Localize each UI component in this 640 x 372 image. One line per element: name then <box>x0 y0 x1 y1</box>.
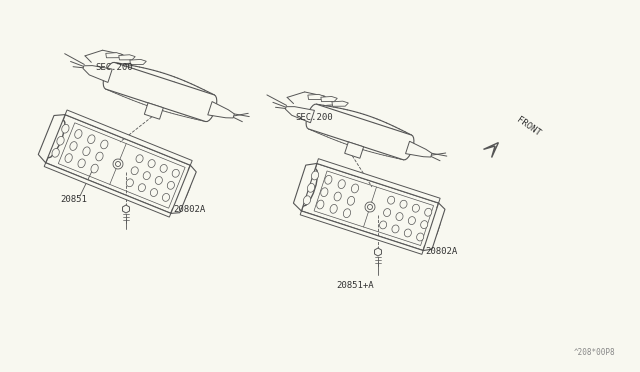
Polygon shape <box>406 141 432 157</box>
Polygon shape <box>38 115 65 163</box>
Ellipse shape <box>52 148 60 157</box>
Polygon shape <box>119 55 135 60</box>
Polygon shape <box>130 60 147 65</box>
Ellipse shape <box>136 155 143 163</box>
Ellipse shape <box>324 175 332 184</box>
Ellipse shape <box>88 135 95 144</box>
Ellipse shape <box>150 189 157 196</box>
Ellipse shape <box>307 183 315 192</box>
Ellipse shape <box>380 221 387 229</box>
Ellipse shape <box>96 152 103 161</box>
Ellipse shape <box>148 160 155 167</box>
Ellipse shape <box>317 200 324 209</box>
Polygon shape <box>45 115 191 214</box>
Ellipse shape <box>126 179 133 187</box>
Polygon shape <box>44 163 171 217</box>
Polygon shape <box>301 163 441 251</box>
Ellipse shape <box>412 204 419 212</box>
Ellipse shape <box>156 177 163 185</box>
Ellipse shape <box>396 213 403 221</box>
Polygon shape <box>106 53 122 58</box>
Ellipse shape <box>321 188 328 196</box>
Text: 20802A: 20802A <box>173 205 205 214</box>
Polygon shape <box>294 163 317 211</box>
Ellipse shape <box>57 137 64 145</box>
Ellipse shape <box>75 129 82 138</box>
Ellipse shape <box>392 225 399 233</box>
Ellipse shape <box>172 169 179 177</box>
Ellipse shape <box>417 233 424 241</box>
Ellipse shape <box>61 124 69 133</box>
Ellipse shape <box>91 164 99 173</box>
Ellipse shape <box>100 140 108 149</box>
Ellipse shape <box>160 164 167 172</box>
Polygon shape <box>332 101 348 106</box>
Ellipse shape <box>420 221 428 228</box>
Ellipse shape <box>365 202 375 212</box>
Text: 20851: 20851 <box>60 195 87 203</box>
Polygon shape <box>423 203 445 251</box>
Ellipse shape <box>70 142 77 150</box>
Ellipse shape <box>334 192 341 201</box>
Ellipse shape <box>400 200 407 208</box>
Ellipse shape <box>348 196 355 205</box>
Ellipse shape <box>163 193 170 201</box>
Polygon shape <box>308 94 324 99</box>
Ellipse shape <box>78 159 85 168</box>
Ellipse shape <box>338 180 346 189</box>
Ellipse shape <box>83 147 90 155</box>
Polygon shape <box>65 110 192 165</box>
Ellipse shape <box>113 159 123 169</box>
Polygon shape <box>208 102 234 118</box>
Polygon shape <box>171 165 196 214</box>
Ellipse shape <box>131 167 138 175</box>
Ellipse shape <box>367 205 372 209</box>
Polygon shape <box>317 159 440 203</box>
Ellipse shape <box>65 154 72 163</box>
Polygon shape <box>145 103 163 119</box>
Ellipse shape <box>408 217 415 225</box>
Ellipse shape <box>143 172 150 180</box>
Text: FRONT: FRONT <box>515 116 542 138</box>
Polygon shape <box>345 142 364 158</box>
Polygon shape <box>122 205 129 213</box>
Ellipse shape <box>330 205 337 213</box>
Ellipse shape <box>115 161 120 167</box>
Polygon shape <box>285 107 314 123</box>
Ellipse shape <box>312 171 319 180</box>
Text: 20802A: 20802A <box>425 247 457 257</box>
Ellipse shape <box>404 229 412 237</box>
Polygon shape <box>321 96 337 102</box>
Ellipse shape <box>388 196 395 204</box>
Ellipse shape <box>383 209 390 217</box>
Polygon shape <box>83 65 112 83</box>
Text: SEC.200: SEC.200 <box>295 112 333 122</box>
Text: 20851+A: 20851+A <box>336 280 374 289</box>
Polygon shape <box>374 248 381 256</box>
Polygon shape <box>306 104 414 160</box>
Ellipse shape <box>138 184 145 192</box>
Ellipse shape <box>303 196 310 205</box>
Ellipse shape <box>425 208 432 216</box>
Ellipse shape <box>351 184 358 193</box>
Ellipse shape <box>167 182 175 189</box>
Text: SEC.200: SEC.200 <box>95 62 132 71</box>
Polygon shape <box>483 142 499 157</box>
Text: ^208*00P8: ^208*00P8 <box>573 348 615 357</box>
Polygon shape <box>103 62 217 122</box>
Ellipse shape <box>343 209 351 218</box>
Polygon shape <box>300 211 423 254</box>
